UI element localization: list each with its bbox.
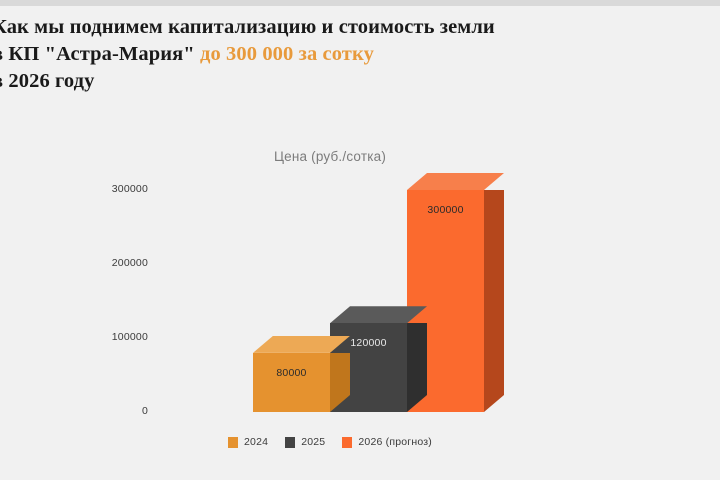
title-line-1: Как мы поднимем капитализацию и стоимост… [0, 16, 495, 38]
bar-value-label: 80000 [276, 366, 307, 379]
chart-title: Цена (руб./сотка) [273, 149, 387, 164]
y-tick-label: 0 [141, 405, 148, 417]
bar-chart: Цена (руб./сотка) 0 100000 200000 300000 80… [90, 140, 570, 470]
y-tick-label: 300000 [111, 183, 148, 195]
bar-top-face [407, 173, 504, 190]
chart-plot-area: 0 100000 200000 300000 80000 120000 300000 [90, 140, 570, 440]
title-line-3: в 2026 году [0, 70, 95, 92]
bar-value-label: 120000 [350, 337, 387, 350]
bar-top-face [253, 335, 350, 353]
legend-item-2026-прогноз-[interactable]: 2026 (прогноз) [342, 436, 432, 448]
legend-item-2024[interactable]: 2024 [228, 436, 268, 448]
legend-swatch-icon [228, 436, 239, 448]
legend-item-2025[interactable]: 2025 [285, 436, 325, 448]
legend-label: 2025 [301, 436, 326, 448]
title-line-2: в КП "Астра-Мария" до 300 000 за сотку [0, 41, 692, 68]
legend-swatch-icon [285, 436, 296, 448]
slide-title: Как мы поднимем капитализацию и стоимост… [0, 14, 692, 95]
legend-label: 2024 [244, 436, 269, 448]
bar-1[interactable]: 80000 [253, 335, 350, 412]
bar-front-face [253, 352, 330, 412]
bar-value-label: 300000 [427, 204, 464, 216]
legend-label: 2026 (прогноз) [358, 436, 432, 448]
title-line-2-prefix: в КП "Астра-Мария" [0, 43, 201, 65]
bar-side-face [484, 190, 504, 412]
chart-legend: 2024 2025 2026 (прогноз) [90, 436, 570, 448]
legend-swatch-icon [342, 436, 353, 448]
bar-side-face [330, 352, 350, 412]
bar-side-face [407, 323, 427, 412]
y-tick-label: 100000 [111, 331, 148, 343]
y-tick-label: 200000 [111, 257, 148, 269]
title-accent-text: до 300 000 за сотку [200, 43, 374, 65]
bar-top-face [330, 306, 427, 324]
top-strip-divider [0, 0, 720, 6]
